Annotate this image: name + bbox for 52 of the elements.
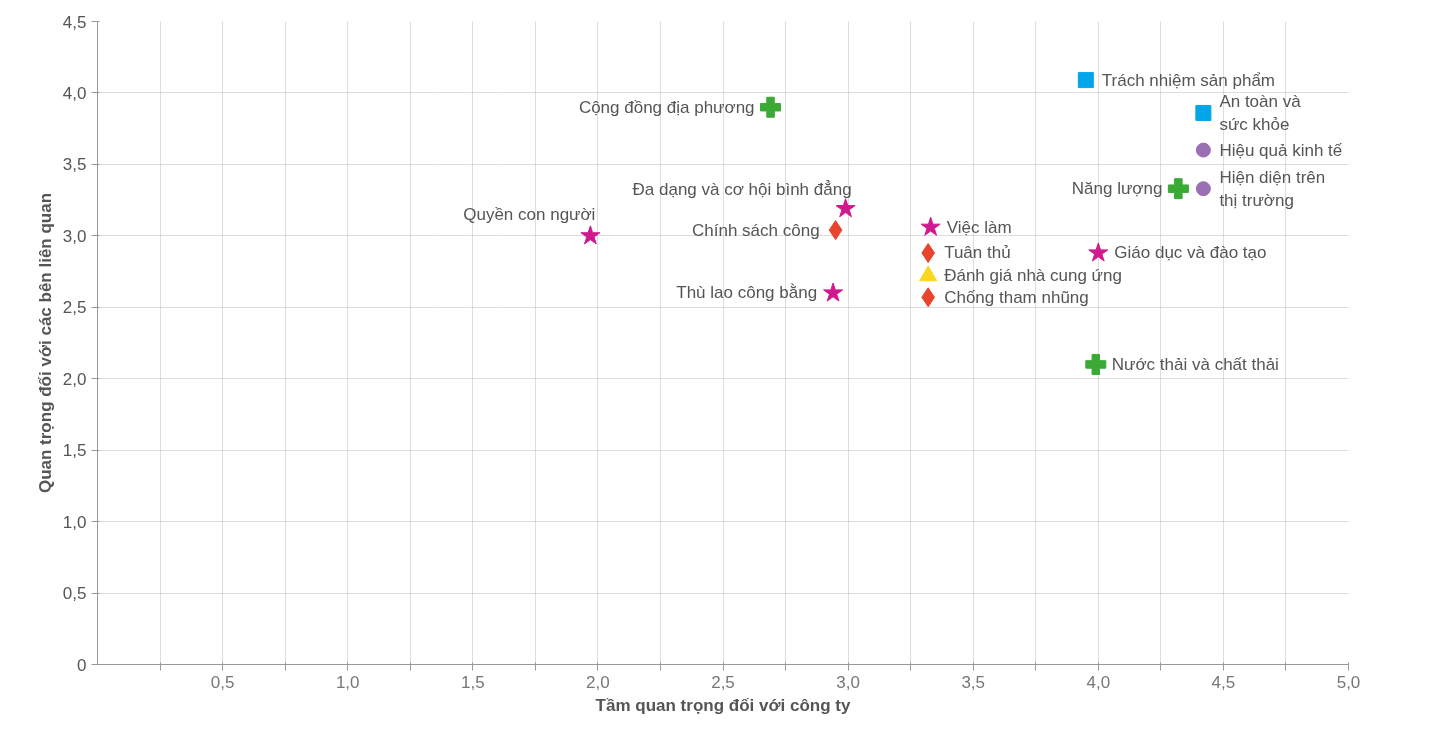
annotation: Hiệu quả kinh tế [1219, 140, 1343, 160]
point [580, 225, 601, 245]
y-tick-label: 0,5 [62, 584, 87, 604]
x-axis-title: Tầm quan trọng đối với công ty [595, 695, 851, 715]
x-tick-label: 4,5 [1211, 672, 1236, 692]
annotation: Năng lượng [1071, 179, 1163, 199]
annotation: Trách nhiệm sản phẩm [1101, 70, 1276, 90]
point [1195, 181, 1211, 197]
y-tick-label: 3,5 [62, 155, 87, 175]
point [1195, 142, 1211, 158]
y-tick-label: 4,5 [62, 12, 87, 32]
x-tick-label: 3,5 [961, 672, 986, 692]
y-tick-label: 4,0 [62, 83, 87, 103]
x-tick-label: 1,5 [460, 672, 485, 692]
annotation: Đa dạng và cơ hội bình đẳng [632, 179, 852, 199]
x-tick-label: 0,5 [210, 672, 235, 692]
annotation: Thù lao công bằng [676, 283, 818, 303]
annotation: Hiện diện trên thị trường [1219, 167, 1326, 210]
annotation: Chính sách công [692, 220, 820, 240]
point [1167, 178, 1189, 200]
y-tick-label: 2,5 [62, 298, 87, 318]
x-tick-label: 3,0 [836, 672, 860, 692]
annotation: Việc làm [946, 217, 1012, 237]
y-axis-title: Quan trọng đối với các bên liên quan [35, 192, 55, 494]
y-tick-label: 1,0 [62, 512, 87, 532]
point [1195, 104, 1212, 121]
y-tick-label: 2,0 [62, 369, 87, 389]
point [1077, 72, 1094, 89]
x-tick-label: 2,5 [711, 672, 735, 692]
annotation: Cộng đồng địa phương [578, 97, 755, 117]
y-tick-label: 0 [77, 655, 87, 675]
point [919, 265, 938, 282]
y-tick-label: 1,5 [62, 441, 87, 461]
point [760, 96, 782, 118]
x-tick-label: 5,0 [1336, 672, 1361, 692]
annotation: Quyền con người [463, 204, 596, 224]
point [828, 220, 843, 241]
x-tick-label: 2,0 [586, 672, 610, 692]
point [920, 216, 941, 236]
point [1085, 353, 1107, 375]
annotation: Chống tham nhũng [944, 287, 1089, 307]
annotation: Giáo dục và đào tạo [1114, 243, 1267, 263]
point [1088, 242, 1109, 262]
annotation: Nước thải và chất thải [1111, 354, 1279, 374]
y-tick-label: 3,0 [62, 226, 87, 246]
annotation: An toàn và sức khỏe [1219, 92, 1302, 134]
x-tick-label: 1,0 [335, 672, 360, 692]
annotation: Đánh giá nhà cung ứng [944, 266, 1122, 286]
annotation: Tuân thủ [944, 243, 1011, 263]
x-tick-label: 4,0 [1086, 672, 1111, 692]
point [835, 198, 856, 218]
point [823, 282, 844, 302]
